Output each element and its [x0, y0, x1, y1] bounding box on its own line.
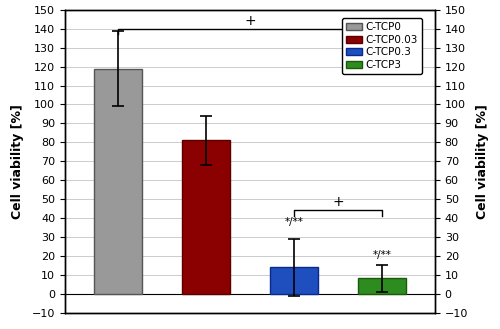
- Y-axis label: Cell viability [%]: Cell viability [%]: [476, 104, 490, 219]
- Y-axis label: Cell viability [%]: Cell viability [%]: [10, 104, 24, 219]
- Bar: [94, 68, 142, 293]
- Bar: [358, 278, 406, 293]
- Text: +: +: [332, 195, 344, 210]
- Text: +: +: [244, 14, 256, 28]
- Text: */**: */**: [284, 217, 304, 227]
- Bar: [182, 140, 230, 293]
- Bar: [270, 267, 318, 293]
- Text: */**: */**: [372, 250, 392, 260]
- Legend: C-TCP0, C-TCP0.03, C-TCP0.3, C-TCP3: C-TCP0, C-TCP0.03, C-TCP0.3, C-TCP3: [342, 18, 422, 74]
